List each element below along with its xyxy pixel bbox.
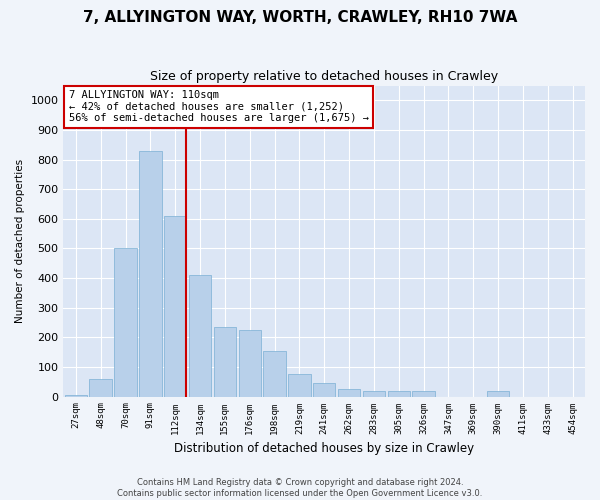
Bar xyxy=(313,383,335,396)
Bar xyxy=(214,327,236,396)
X-axis label: Distribution of detached houses by size in Crawley: Distribution of detached houses by size … xyxy=(174,442,474,455)
Text: Contains HM Land Registry data © Crown copyright and database right 2024.
Contai: Contains HM Land Registry data © Crown c… xyxy=(118,478,482,498)
Bar xyxy=(115,248,137,396)
Bar xyxy=(388,390,410,396)
Bar xyxy=(288,374,311,396)
Bar xyxy=(65,395,87,396)
Bar xyxy=(164,216,187,396)
Title: Size of property relative to detached houses in Crawley: Size of property relative to detached ho… xyxy=(150,70,498,83)
Text: 7 ALLYINGTON WAY: 110sqm
← 42% of detached houses are smaller (1,252)
56% of sem: 7 ALLYINGTON WAY: 110sqm ← 42% of detach… xyxy=(68,90,368,124)
Bar xyxy=(89,379,112,396)
Y-axis label: Number of detached properties: Number of detached properties xyxy=(15,159,25,323)
Bar xyxy=(239,330,261,396)
Bar xyxy=(189,275,211,396)
Bar xyxy=(363,390,385,396)
Bar xyxy=(338,389,360,396)
Bar xyxy=(139,150,161,396)
Bar xyxy=(487,390,509,396)
Text: 7, ALLYINGTON WAY, WORTH, CRAWLEY, RH10 7WA: 7, ALLYINGTON WAY, WORTH, CRAWLEY, RH10 … xyxy=(83,10,517,25)
Bar xyxy=(412,390,435,396)
Bar xyxy=(263,350,286,397)
